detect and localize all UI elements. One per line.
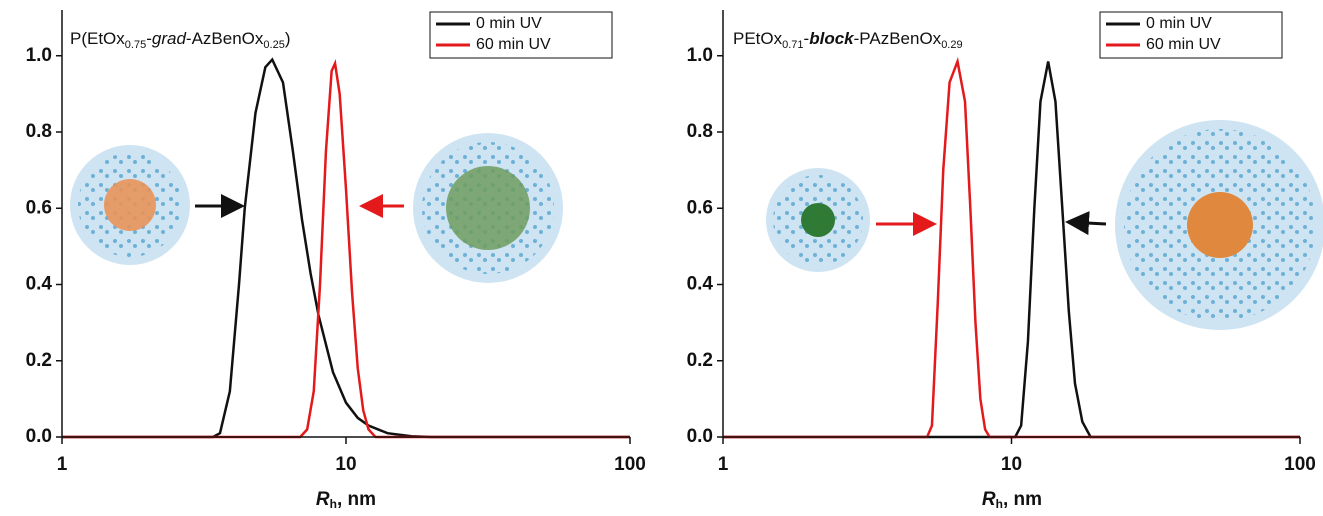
y-tick-label: 1.0 (687, 45, 713, 66)
legend-box (429, 11, 613, 59)
y-tick-label: 0.4 (687, 274, 714, 295)
x-tick-label: 10 (335, 454, 356, 475)
line-series (723, 56, 1300, 439)
y-tick-label: 1.0 (26, 45, 52, 66)
line-series (62, 57, 630, 439)
y-tick-label: 0.0 (687, 426, 713, 447)
chart-title: PEtOx0.71-block-PAzBenOx0.29 (733, 29, 963, 50)
x-tick-label: 100 (1284, 454, 1316, 475)
legend-box (1099, 11, 1283, 59)
x-axis-label: Rh, nm (982, 489, 1042, 511)
y-tick-label: 0.0 (26, 426, 52, 447)
y-tick-label: 0.6 (26, 197, 52, 218)
x-tick-label: 10 (1001, 454, 1022, 475)
chart-title: P(EtOx0.75-grad-AzBenOx0.25) (70, 29, 291, 50)
y-tick-label: 0.8 (687, 121, 713, 142)
line-series (723, 61, 1300, 439)
x-tick-label: 100 (614, 454, 646, 475)
y-tick-label: 0.6 (687, 197, 713, 218)
legend-label: 60 min UV (1146, 36, 1221, 53)
micelle-illustration (766, 120, 1323, 330)
micelle-illustration (70, 133, 563, 283)
y-tick-label: 0.2 (687, 350, 713, 371)
legend: 0 min UV 60 min UV (1099, 11, 1283, 59)
y-tick-label: 0.4 (26, 274, 53, 295)
legend-label: 0 min UV (1146, 15, 1212, 32)
y-tick-label: 0.2 (26, 350, 52, 371)
x-tick-label: 1 (718, 454, 729, 475)
line-series (62, 58, 630, 439)
x-tick-label: 1 (57, 454, 68, 475)
legend: 0 min UV 60 min UV (429, 11, 613, 59)
x-axis-label: Rh, nm (316, 489, 376, 511)
legend-label: 60 min UV (476, 36, 551, 53)
legend-label: 0 min UV (476, 15, 542, 32)
y-tick-label: 0.8 (26, 121, 52, 142)
